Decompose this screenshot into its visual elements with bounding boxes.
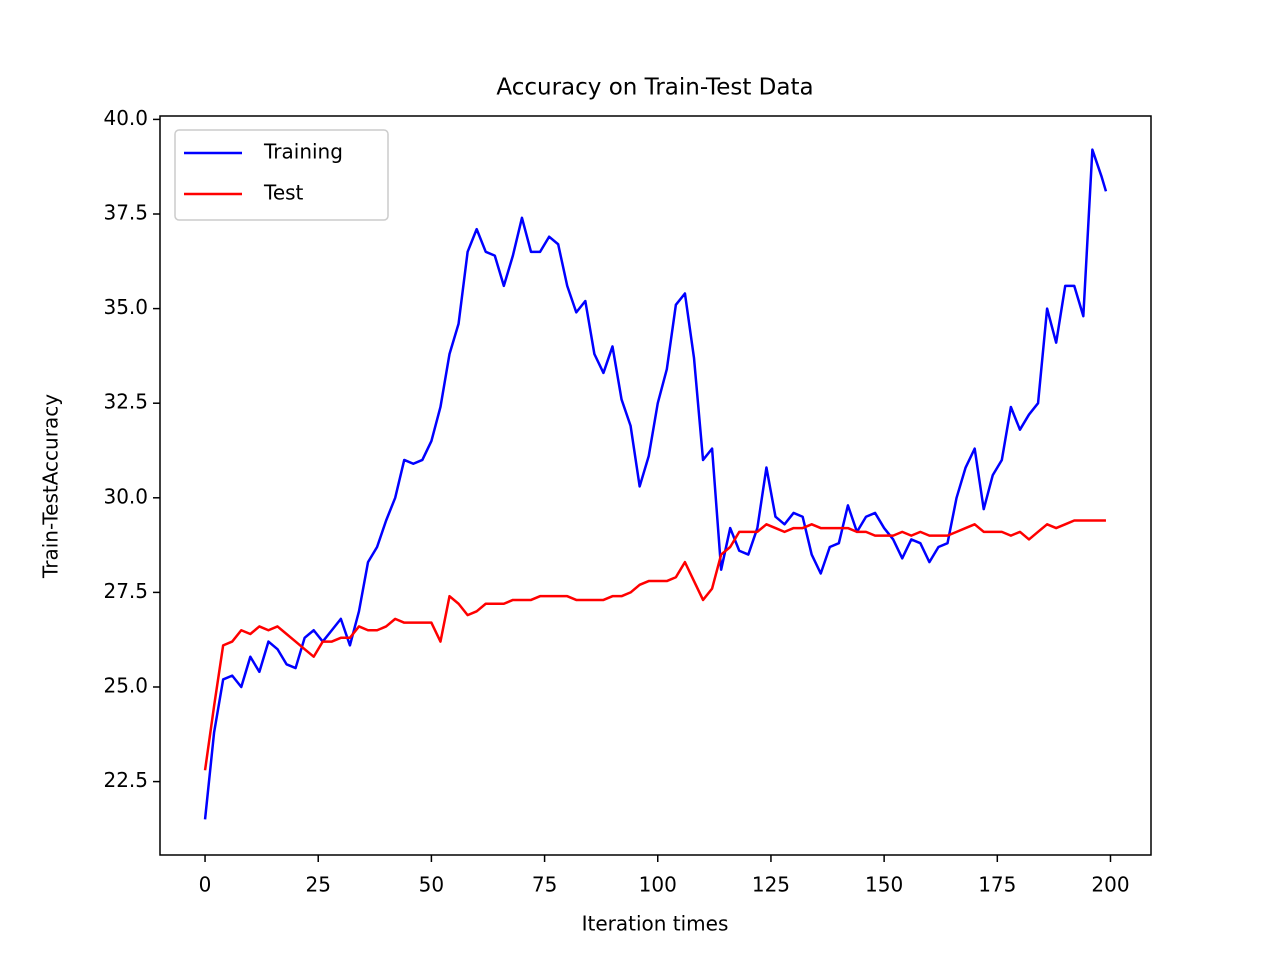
x-tick-label: 200 [1091, 873, 1129, 897]
x-tick-label: 50 [419, 873, 444, 897]
x-tick-label: 0 [199, 873, 212, 897]
y-tick-label: 40.0 [103, 106, 148, 130]
x-tick-label: 100 [639, 873, 677, 897]
plot-frame [159, 115, 1152, 856]
y-tick-label: 35.0 [103, 295, 148, 319]
y-tick-label: 37.5 [103, 201, 148, 225]
y-tick-label: 22.5 [103, 768, 148, 792]
y-tick-label: 25.0 [103, 673, 148, 697]
x-axis-label: Iteration times [582, 912, 729, 936]
x-tick-label: 75 [532, 873, 557, 897]
line-series [203, 519, 1106, 771]
chart-title: Accuracy on Train-Test Data [496, 75, 813, 101]
legend-label: Test [263, 181, 304, 205]
x-tick-label: 175 [978, 873, 1016, 897]
y-tick-label: 32.5 [103, 390, 148, 414]
y-axis-label: Train-TestAccuracy [39, 394, 63, 579]
x-tick-label: 25 [305, 873, 330, 897]
x-tick-label: 150 [865, 873, 903, 897]
y-tick-label: 27.5 [103, 579, 148, 603]
line-series [203, 148, 1108, 820]
legend-label: Training [263, 140, 343, 164]
x-tick-label: 125 [752, 873, 790, 897]
y-tick-label: 30.0 [103, 484, 148, 508]
